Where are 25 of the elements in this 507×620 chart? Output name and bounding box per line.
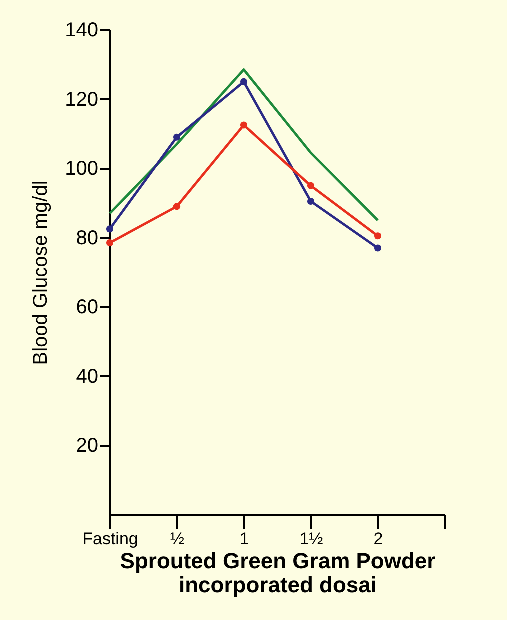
y-tick-label: 140 xyxy=(65,20,98,42)
point xyxy=(240,78,248,86)
y-tick-label: 60 xyxy=(76,296,98,319)
x-tick-label: 1 xyxy=(240,530,250,548)
x-tick-label: Fasting xyxy=(82,530,138,548)
point xyxy=(106,240,114,247)
y-tick-label: 20 xyxy=(76,435,98,458)
point xyxy=(173,134,181,141)
point xyxy=(240,122,248,129)
y-tick-label: 120 xyxy=(65,88,98,111)
point xyxy=(374,244,382,252)
y-tick-label: 100 xyxy=(65,158,98,180)
x-tick-label: 1½ xyxy=(300,530,324,548)
point xyxy=(173,203,181,210)
x-tick-label: ½ xyxy=(170,530,185,548)
line-series xyxy=(108,68,380,222)
y-tick-label: 40 xyxy=(76,366,98,388)
x-axis-title: Sprouted Green Gram Powder incorporated dosai xyxy=(120,548,436,598)
point xyxy=(106,226,114,233)
x-tick-label: 2 xyxy=(374,530,384,548)
point xyxy=(307,182,315,190)
y-tick-label: 80 xyxy=(76,227,98,250)
point xyxy=(307,198,315,206)
point xyxy=(374,232,382,240)
y-axis-title: Blood Glucose mg/dl xyxy=(30,180,52,366)
